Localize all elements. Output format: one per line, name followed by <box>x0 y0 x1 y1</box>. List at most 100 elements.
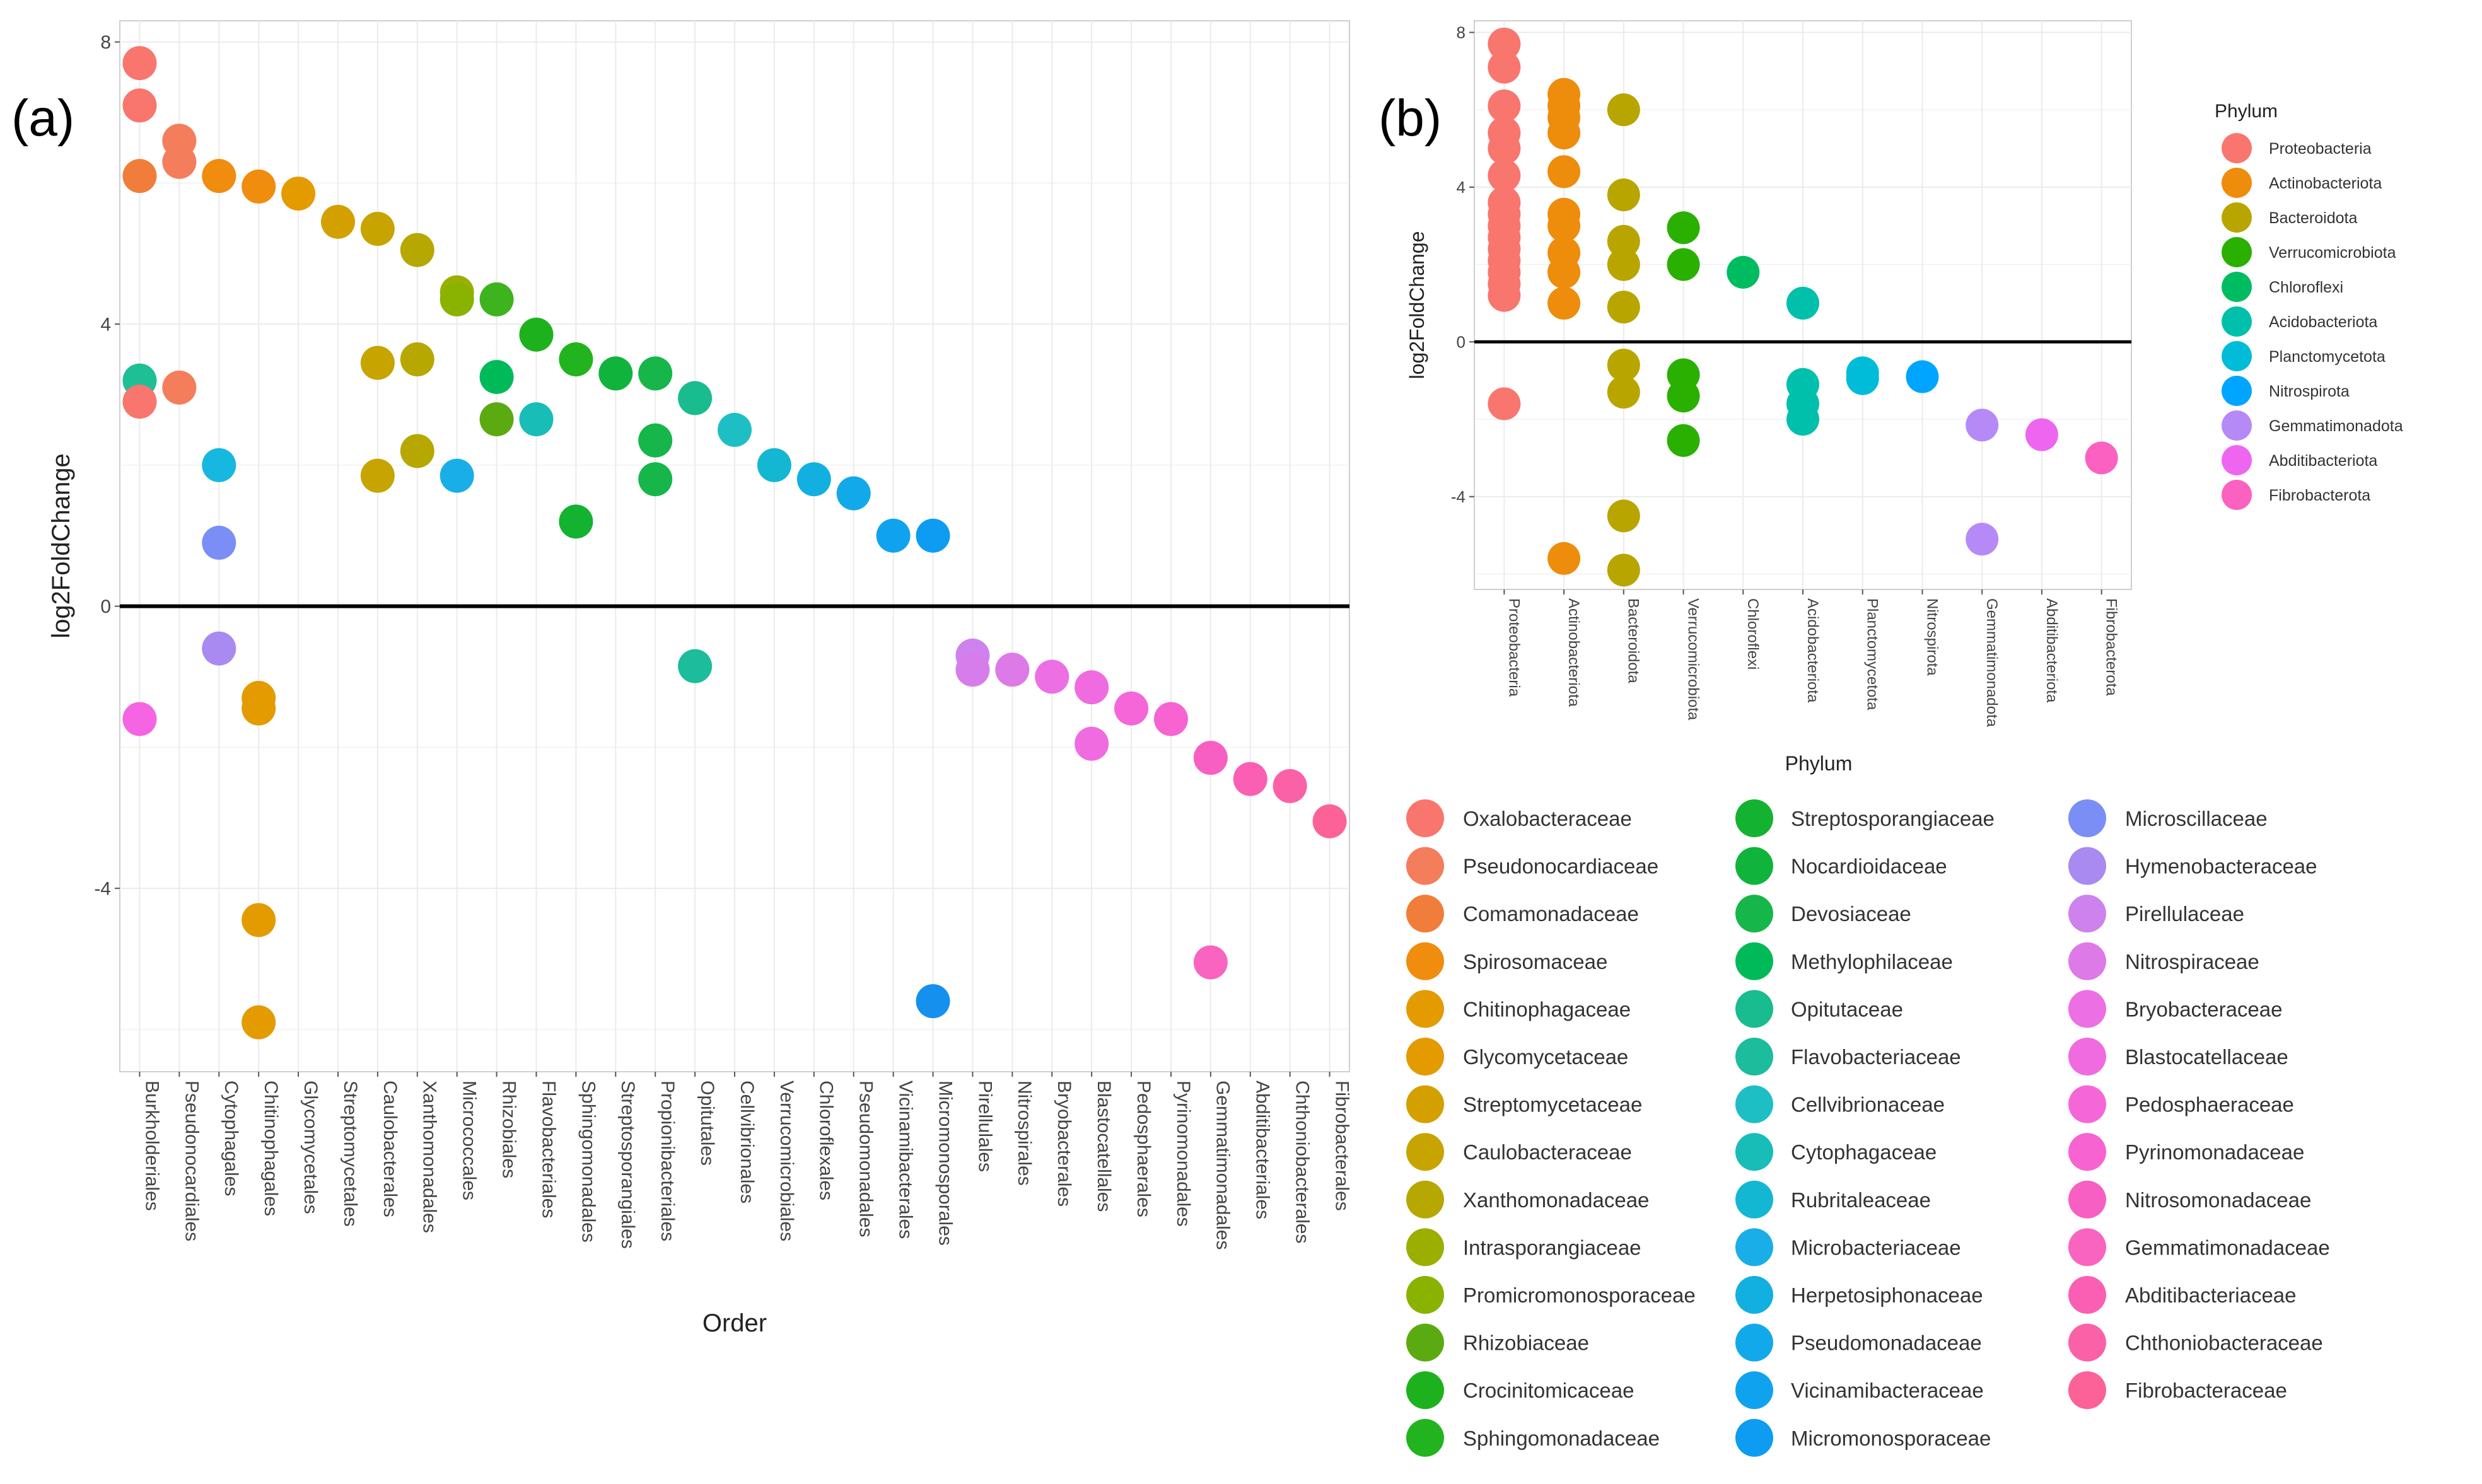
point-actinobacteriota <box>1547 286 1581 320</box>
y-tick-label: 4 <box>100 315 111 335</box>
point-propionibacteriales <box>638 356 673 391</box>
point-burkholderiales <box>122 88 157 123</box>
phylum-legend: Phylum Proteobacteria Actinobacteriota Bac… <box>2215 101 2403 510</box>
phylum-legend-swatch-acidobacteriota <box>2222 306 2252 337</box>
phylum-legend-swatch-nitrospirota <box>2222 376 2252 406</box>
family-legend-label-pirellulaceae: Pirellulaceae <box>2125 902 2244 925</box>
point-chitinophagales <box>242 169 276 204</box>
family-legend-label-nitrospiraceae: Nitrospiraceae <box>2125 950 2259 973</box>
family-legend-label-flavobacteriaceae: Flavobacteriaceae <box>1791 1045 1961 1069</box>
point-flavobacteriales <box>519 317 554 352</box>
panel-a-points <box>122 46 1347 1040</box>
family-legend-swatch-pyrinomonadaceae <box>2068 1133 2106 1171</box>
point-nitrospirota <box>1906 360 1939 393</box>
family-legend-swatch-devosiaceae <box>1735 895 1773 933</box>
y-tick-label: 0 <box>100 596 111 617</box>
point-gemmatimonadota <box>1966 409 1999 442</box>
family-legend-label-rhizobiaceae: Rhizobiaceae <box>1463 1331 1589 1355</box>
x-tick-label-verrucomicrobiales: Verrucomicrobiales <box>776 1081 797 1241</box>
family-legend-label-blastocatellaceae: Blastocatellaceae <box>2125 1045 2288 1069</box>
phylum-legend-swatch-bacteroidota <box>2222 202 2252 233</box>
family-legend-label-oxalobacteraceae: Oxalobacteraceae <box>1463 807 1632 830</box>
family-legend-label-streptosporangiaceae: Streptosporangiaceae <box>1791 807 1995 830</box>
point-blastocatellales <box>1075 726 1109 761</box>
point-verrucomicrobiota <box>1667 380 1700 413</box>
family-legend-label-chitinophagaceae: Chitinophagaceae <box>1463 997 1631 1021</box>
panel-b-y-ticks: -4 0 4 8 <box>1451 23 1474 506</box>
point-bacteroidota <box>1607 93 1640 127</box>
x-tick-label-micromonosporales: Micromonosporales <box>935 1081 955 1246</box>
point-rhizobiales <box>479 282 514 316</box>
y-tick-label: -4 <box>1451 487 1465 506</box>
point-proteobacteria <box>1488 50 1521 84</box>
family-legend-label-pedosphaeraceae: Pedosphaeraceae <box>2125 1093 2294 1116</box>
family-legend-label-sphingomonadaceae: Sphingomonadaceae <box>1463 1427 1660 1450</box>
x-tick-label-acidobacteriota: Acidobacteriota <box>1804 598 1821 703</box>
family-legend-label-opitutaceae: Opitutaceae <box>1791 997 1903 1021</box>
family-legend-label-crocinitomicaceae: Crocinitomicaceae <box>1463 1379 1634 1402</box>
point-proteobacteria <box>1488 279 1521 312</box>
x-tick-label-bryobacterales: Bryobacterales <box>1054 1081 1075 1207</box>
point-propionibacteriales <box>638 462 673 497</box>
family-legend-label-vicinamibacteraceae: Vicinamibacteraceae <box>1791 1379 1984 1402</box>
point-vicinamibacterales <box>876 518 911 553</box>
y-tick-label: 0 <box>1457 332 1465 351</box>
x-tick-label-streptomycetales: Streptomycetales <box>340 1081 361 1227</box>
phylum-legend-label-acidobacteriota: Acidobacteriota <box>2269 313 2377 331</box>
family-legend-swatch-nocardioidaceae <box>1735 847 1773 885</box>
point-opitutales <box>678 649 713 683</box>
x-tick-label-fibrobacterota: Fibrobacterota <box>2103 598 2120 696</box>
point-cytophagales <box>202 159 236 194</box>
family-legend-swatch-pseudomonadaceae <box>1735 1323 1773 1362</box>
point-bacteroidota <box>1607 349 1640 382</box>
panel-b-points <box>1488 27 2118 587</box>
family-legend-swatch-sphingomonadaceae <box>1406 1418 1444 1457</box>
family-legend-swatch-pirellulaceae <box>2068 895 2106 933</box>
point-bryobacterales <box>1035 659 1069 694</box>
point-chloroflexales <box>796 462 831 497</box>
family-legend-label-fibrobacteraceae: Fibrobacteraceae <box>2125 1379 2287 1402</box>
family-legend-label-pseudonocardiaceae: Pseudonocardiaceae <box>1463 855 1658 878</box>
x-tick-label-verrucomicrobiota: Verrucomicrobiota <box>1684 598 1701 721</box>
x-tick-label-gemmatimonadota: Gemmatimonadota <box>1983 598 2000 728</box>
phylum-legend-label-planctomycetota: Planctomycetota <box>2269 348 2386 366</box>
x-tick-label-chloroflexi: Chloroflexi <box>1744 598 1761 670</box>
panel-a-x-ticks: Burkholderiales Pseudonocardiales Cytophag… <box>139 1072 1352 1249</box>
point-proteobacteria <box>1488 387 1521 420</box>
family-legend-label-intrasporangiaceae: Intrasporangiaceae <box>1463 1236 1641 1259</box>
family-legend-swatch-nitrosomonadaceae <box>2068 1180 2106 1219</box>
point-xanthomonadales <box>400 233 434 267</box>
point-flavobacteriales <box>519 402 554 437</box>
family-legend-swatch-gemmatimonadaceae <box>2068 1228 2106 1267</box>
family-legend-label-hymenobacteraceae: Hymenobacteraceae <box>2125 855 2317 878</box>
family-legend-swatch-spirosomaceae <box>1406 942 1444 980</box>
point-chitinophagales <box>242 691 276 726</box>
x-tick-label-proteobacteria: Proteobacteria <box>1505 598 1522 697</box>
point-micrococcales <box>440 458 474 493</box>
panel-b-scatter-plot: -4 0 4 8 Proteobacteria Actinobacteriota Bact… <box>1406 20 2132 775</box>
family-legend-swatch-cytophagaceae <box>1735 1133 1773 1171</box>
family-legend-swatch-promicromonosporaceae <box>1406 1276 1444 1314</box>
phylum-legend-label-fibrobacterota: Fibrobacterota <box>2269 487 2370 504</box>
x-tick-label-pyrinomonadales: Pyrinomonadales <box>1173 1081 1194 1227</box>
point-nitrospirales <box>995 652 1030 687</box>
point-micrococcales <box>440 282 474 316</box>
point-rhizobiales <box>479 359 514 394</box>
family-legend-label-pseudomonadaceae: Pseudomonadaceae <box>1791 1331 1982 1355</box>
phylum-legend-swatch-fibrobacterota <box>2222 480 2252 510</box>
family-legend-swatch-rhizobiaceae <box>1406 1323 1444 1362</box>
x-tick-label-abditibacteriota: Abditibacteriota <box>2043 598 2060 703</box>
x-tick-label-cellvibrionales: Cellvibrionales <box>737 1081 757 1203</box>
family-legend-label-comamonadaceae: Comamonadaceae <box>1463 902 1639 925</box>
x-tick-label-pseudonocardiales: Pseudonocardiales <box>181 1081 202 1241</box>
point-verrucomicrobiota <box>1667 248 1700 281</box>
family-legend-swatch-microscillaceae <box>2068 799 2106 837</box>
point-gemmatimonadota <box>1966 523 1999 556</box>
point-chitinophagales <box>242 1005 276 1040</box>
family-legend-swatch-herpetosiphonaceae <box>1735 1276 1773 1314</box>
family-legend-swatch-pedosphaeraceae <box>2068 1085 2106 1123</box>
point-verrucomicrobiota <box>1667 424 1700 457</box>
point-caulobacterales <box>360 345 395 380</box>
family-legend-label-cytophagaceae: Cytophagaceae <box>1791 1140 1937 1164</box>
